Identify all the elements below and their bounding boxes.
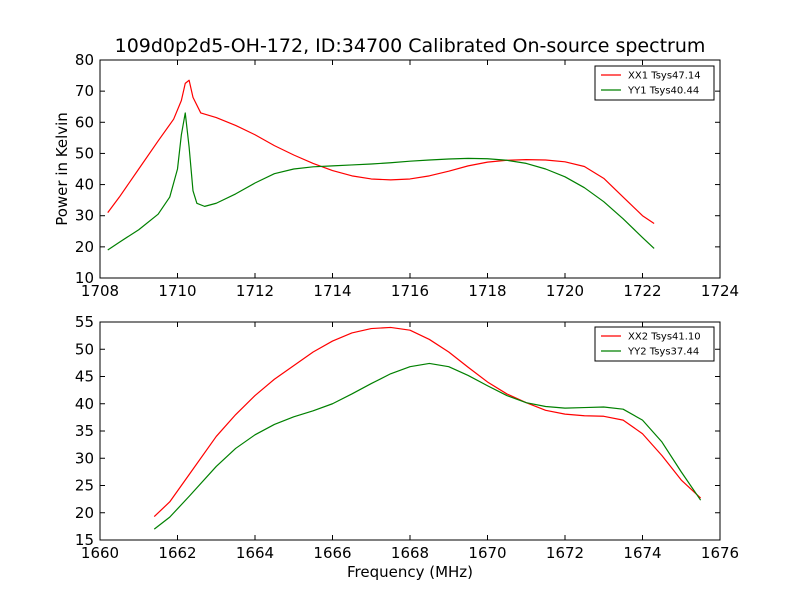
- legend: XX1 Tsys47.14 YY1 Tsys40.44: [594, 65, 715, 101]
- y-tick-label: 10: [75, 269, 94, 287]
- x-tick-label: 1670: [468, 544, 506, 562]
- y-tick-label: 15: [75, 531, 94, 549]
- y-tick-label: 60: [75, 113, 94, 131]
- series-line-2-2: [153, 362, 702, 530]
- x-tick-label: 1724: [701, 282, 739, 300]
- x-tick-label: 1662: [158, 544, 196, 562]
- x-axis-label: Frequency (MHz): [347, 563, 473, 581]
- y-tick-label: 45: [75, 368, 94, 386]
- x-tick-label: 1710: [158, 282, 196, 300]
- legend: XX2 Tsys41.10 YY2 Tsys37.44: [594, 326, 715, 362]
- y-tick-label: 40: [75, 176, 94, 194]
- y-tick-label: 55: [75, 313, 94, 331]
- chart-panel-1: 1708 1710 1712 1714 1716 1718 1720 1722 1724 10 20…: [75, 51, 739, 300]
- y-tick-label: 50: [75, 340, 94, 358]
- x-tick-label: 1664: [236, 544, 274, 562]
- series-line-1-2: [107, 112, 655, 251]
- y-tick-label: 20: [75, 238, 94, 256]
- x-tick-label: 1660: [81, 544, 119, 562]
- legend-label: YY2 Tsys37.44: [627, 347, 699, 358]
- x-tick-label: 1674: [623, 544, 661, 562]
- chart-panel-2: 1660 1662 1664 1666 1668 1670 1672 1674 1676 15 20…: [75, 313, 739, 562]
- legend-label: XX2 Tsys41.10: [628, 332, 701, 343]
- x-tick-label: 1722: [623, 282, 661, 300]
- x-tick-label: 1668: [391, 544, 429, 562]
- x-tick-label: 1712: [236, 282, 274, 300]
- x-tick-label: 1708: [81, 282, 119, 300]
- legend-box: [594, 326, 715, 362]
- x-tick-label: 1676: [701, 544, 739, 562]
- legend-box: [594, 65, 715, 101]
- y-tick-label: 40: [75, 395, 94, 413]
- x-tick-label: 1714: [313, 282, 351, 300]
- chart-panels: 1708 1710 1712 1714 1716 1718 1720 1722 1724 10 20…: [75, 51, 739, 562]
- x-tick-label: 1718: [468, 282, 506, 300]
- x-tick-label: 1720: [546, 282, 584, 300]
- x-tick-label: 1672: [546, 544, 584, 562]
- y-tick-label: 30: [75, 207, 94, 225]
- legend-label: YY1 Tsys40.44: [627, 86, 699, 97]
- chart-title: 109d0p2d5-OH-172, ID:34700 Calibrated On…: [115, 35, 706, 57]
- y-axis-label: Power in Kelvin: [53, 112, 71, 226]
- y-tick-label: 80: [75, 51, 94, 69]
- y-tick-label: 70: [75, 82, 94, 100]
- y-tick-label: 30: [75, 449, 94, 467]
- series-line-1-1: [107, 79, 655, 224]
- legend-label: XX1 Tsys47.14: [628, 71, 701, 82]
- x-tick-label: 1666: [313, 544, 351, 562]
- y-tick-label: 35: [75, 422, 94, 440]
- y-tick-label: 50: [75, 144, 94, 162]
- series-line-2-1: [153, 326, 702, 518]
- x-tick-label: 1716: [391, 282, 429, 300]
- y-tick-label: 25: [75, 477, 94, 495]
- y-tick-label: 20: [75, 504, 94, 522]
